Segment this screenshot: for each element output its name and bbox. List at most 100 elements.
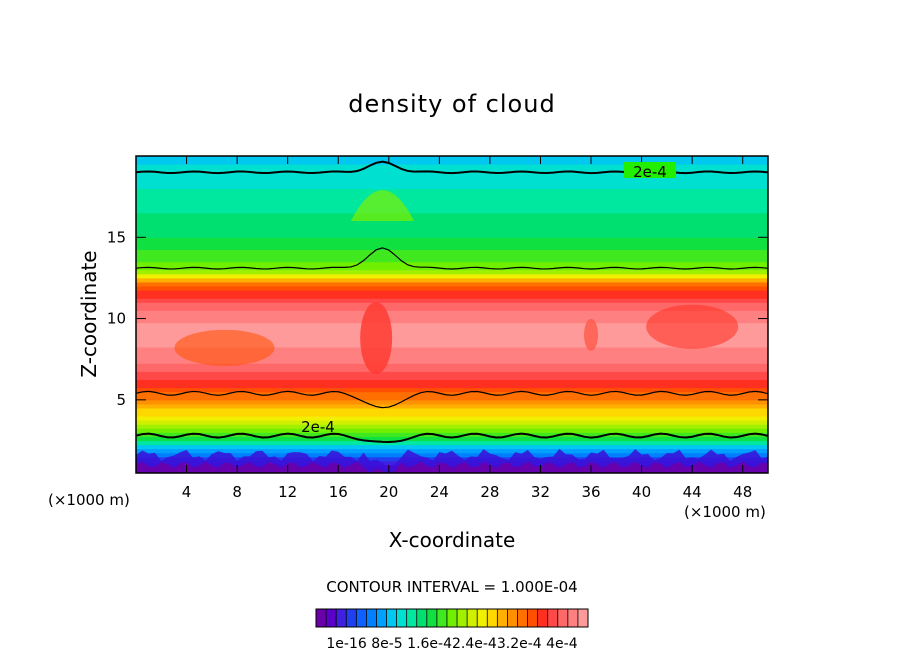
density-band	[136, 232, 768, 238]
y-axis-label: Z-coordinate	[77, 250, 101, 377]
colorbar-swatch	[426, 609, 438, 627]
density-band	[136, 216, 768, 222]
density-band	[136, 179, 768, 185]
density-band	[136, 244, 768, 250]
density-band	[136, 383, 768, 389]
colorbar-swatch	[436, 609, 448, 627]
density-band	[136, 289, 768, 295]
x-axis-label: X-coordinate	[389, 528, 516, 552]
density-band	[136, 293, 768, 299]
colorbar-swatch	[567, 609, 579, 627]
contour-label-bottom: 2e-4	[301, 418, 335, 436]
x-tick-label: 36	[581, 483, 600, 501]
density-maximum	[360, 302, 393, 375]
density-band	[136, 159, 768, 165]
x-tick-label: 48	[733, 483, 752, 501]
density-band	[136, 204, 768, 210]
density-bands	[136, 156, 768, 473]
colorbar-swatch	[457, 609, 468, 627]
density-band	[136, 163, 768, 169]
colorbar-swatch	[356, 609, 367, 627]
density-band	[136, 261, 768, 267]
contour-line-cloud-base	[136, 390, 768, 409]
density-band	[136, 188, 768, 194]
colorbar-swatch	[557, 609, 569, 627]
colorbar-swatch	[477, 609, 488, 627]
colorbar-swatch	[446, 609, 458, 627]
density-maximum	[584, 318, 599, 351]
density-band	[136, 277, 768, 283]
density-band	[136, 411, 768, 417]
density-band	[136, 192, 768, 198]
chart-title: density of cloud	[348, 90, 555, 118]
x-unit-right: (×1000 m)	[684, 503, 766, 521]
x-tick-label: 4	[182, 483, 192, 501]
density-band	[136, 444, 768, 450]
y-tick-label: 15	[107, 228, 126, 246]
density-band	[136, 322, 768, 328]
y-tick-label: 5	[116, 391, 126, 409]
boundary-layer-core	[136, 461, 768, 473]
density-band	[136, 419, 768, 425]
colorbar-swatch	[507, 609, 518, 627]
colorbar-swatch	[346, 609, 357, 627]
density-band	[136, 269, 768, 275]
y-axis-ticks: 5 10 15	[107, 228, 768, 409]
colorbar-swatch	[497, 609, 508, 627]
density-band	[136, 196, 768, 202]
density-band	[136, 228, 768, 234]
colorbar-swatch	[577, 609, 589, 627]
density-band	[136, 301, 768, 307]
colorbar-swatch	[386, 609, 397, 627]
updraft-plume	[350, 190, 415, 222]
density-band	[136, 273, 768, 279]
x-tick-label: 16	[329, 483, 348, 501]
density-band	[136, 236, 768, 242]
colorbar-swatch	[396, 609, 407, 627]
density-band	[136, 220, 768, 226]
density-band	[136, 395, 768, 401]
density-band	[136, 358, 768, 364]
colorbar-swatch	[316, 609, 327, 627]
x-tick-label: 44	[683, 483, 702, 501]
contour-line-lower	[136, 432, 768, 443]
density-band	[136, 354, 768, 360]
density-band	[136, 171, 768, 177]
colorbar-swatch	[416, 609, 428, 627]
density-band	[136, 330, 768, 336]
contour-labels: 2e-4 2e-4	[301, 162, 676, 436]
density-band	[136, 362, 768, 368]
density-band	[136, 314, 768, 320]
density-maximum	[646, 304, 739, 349]
x-tick-label: 32	[531, 483, 550, 501]
density-band	[136, 212, 768, 218]
density-band	[136, 167, 768, 173]
density-band	[136, 175, 768, 181]
density-band	[136, 200, 768, 206]
x-tick-label: 8	[232, 483, 242, 501]
density-band	[136, 346, 768, 352]
colorbar-swatch	[467, 609, 478, 627]
density-band	[136, 334, 768, 340]
density-band	[136, 309, 768, 315]
contour-label-top: 2e-4	[633, 163, 667, 181]
colorbar-swatch	[406, 609, 418, 627]
density-band	[136, 305, 768, 311]
density-band	[136, 374, 768, 381]
colorbar-swatch	[376, 609, 387, 627]
density-band	[136, 415, 768, 421]
colorbar-swatch	[527, 609, 538, 627]
contour-interval-text: CONTOUR INTERVAL = 1.000E-04	[326, 578, 577, 596]
density-band	[136, 407, 768, 413]
density-band	[136, 326, 768, 332]
density-band	[136, 253, 768, 259]
density-band	[136, 379, 768, 385]
x-tick-label: 28	[480, 483, 499, 501]
colorbar-frame	[315, 608, 589, 628]
density-band	[136, 399, 768, 405]
colorbar-labels: 1e-16 8e-5 1.6e-42.4e-43.2e-4 4e-4	[326, 636, 577, 652]
density-band	[136, 285, 768, 291]
density-band	[136, 156, 768, 161]
x-tick-label: 12	[278, 483, 297, 501]
